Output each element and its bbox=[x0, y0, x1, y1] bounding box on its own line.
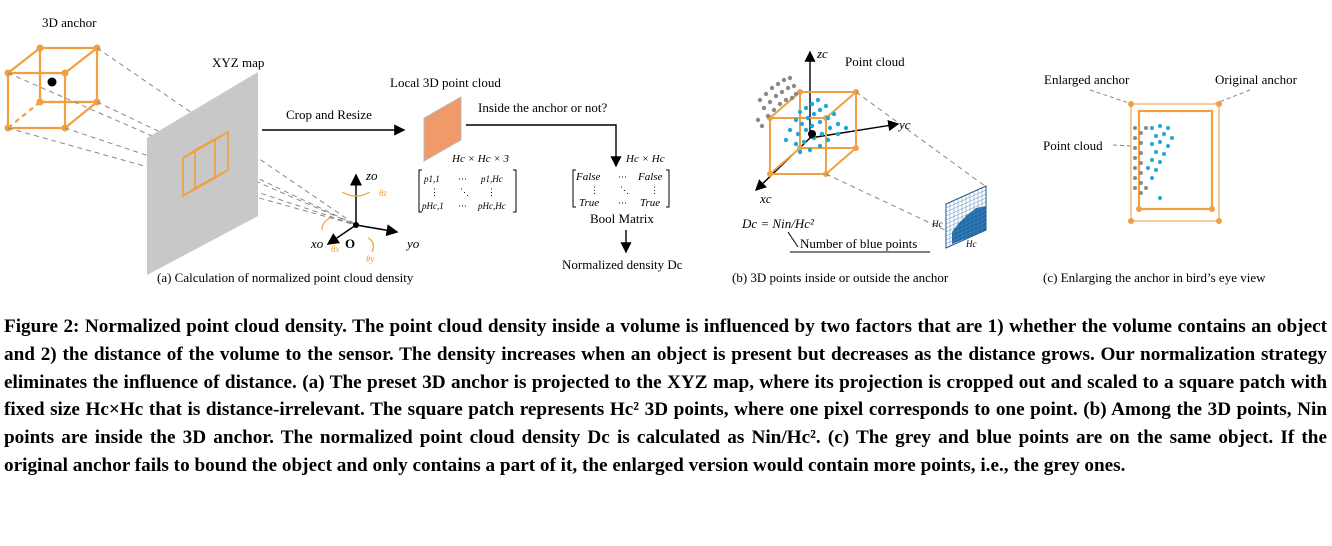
theta-z: θz bbox=[379, 188, 387, 198]
figure-caption: Figure 2: Normalized point cloud density… bbox=[4, 313, 1327, 480]
label-3d-anchor: 3D anchor bbox=[42, 15, 97, 30]
matrix-vdots-2: ⋮ bbox=[487, 187, 496, 197]
bool-dots-2: ··· bbox=[618, 198, 627, 208]
label-hc-2: Hc bbox=[965, 239, 977, 249]
local-patch bbox=[423, 96, 462, 162]
grey-points-b bbox=[755, 75, 799, 129]
bool-vdots-2: ⋮ bbox=[650, 185, 659, 195]
axis-xc: xc bbox=[759, 191, 772, 206]
axis-yc: yc bbox=[897, 117, 911, 132]
point-matrix: p1,1 ··· p1,Hc ⋮ ⋱ ⋮ pHc,1 ··· pHc,Hc bbox=[418, 169, 517, 213]
label-inside: Inside the anchor or not? bbox=[478, 100, 607, 115]
label-hc-1: Hc bbox=[931, 219, 943, 229]
inside-arrow bbox=[466, 124, 622, 168]
anchor-center bbox=[47, 77, 57, 87]
bool-matrix: False ··· False ⋮ ⋱ ⋮ True ··· True bbox=[572, 169, 670, 209]
matrix-ph1: pHc,1 bbox=[421, 201, 444, 211]
caption-c: (c) Enlarging the anchor in bird’s eye v… bbox=[1043, 270, 1266, 285]
matrix-dots-2: ··· bbox=[458, 201, 467, 211]
label-point-cloud-c: Point cloud bbox=[1043, 138, 1103, 153]
label-point-cloud-b: Point cloud bbox=[845, 54, 905, 69]
axis-zo: zo bbox=[365, 168, 378, 183]
caption-a: (a) Calculation of normalized point clou… bbox=[157, 270, 414, 285]
panel-c: Enlarged anchor Original anchor Point cl… bbox=[1043, 72, 1298, 285]
theta-x: θx bbox=[331, 244, 339, 254]
matrix-p1h: p1,Hc bbox=[480, 174, 503, 184]
figure-diagram: 3D anchor XYZ map Crop and Resize Local … bbox=[4, 15, 1298, 285]
blue-points-c bbox=[1146, 124, 1174, 200]
label-dims2: Hc × Hc bbox=[625, 153, 665, 165]
caption-text: Figure 2: Normalized point cloud density… bbox=[4, 316, 1327, 476]
label-dims: Hc × Hc × 3 bbox=[451, 153, 509, 165]
matrix-p11: p1,1 bbox=[423, 174, 440, 184]
formula-dc: Dc = Nin/Hc² bbox=[741, 216, 815, 231]
enlarged-anchor-rect bbox=[1130, 103, 1220, 222]
label-blue-points: Number of blue points bbox=[800, 236, 917, 251]
grey-points-c bbox=[1133, 126, 1148, 195]
blue-points-b bbox=[783, 97, 849, 155]
label-enlarged-anchor: Enlarged anchor bbox=[1044, 72, 1130, 87]
panel-a: 3D anchor XYZ map Crop and Resize Local … bbox=[4, 15, 683, 285]
anchor-cube-b bbox=[769, 91, 857, 175]
label-crop: Crop and Resize bbox=[286, 107, 372, 122]
matrix-phh: pHc,Hc bbox=[477, 201, 506, 211]
matrix-vdots-1: ⋮ bbox=[430, 187, 439, 197]
bool-false-2: False bbox=[637, 171, 663, 183]
label-xyz-map: XYZ map bbox=[212, 55, 264, 70]
label-original-anchor: Original anchor bbox=[1215, 72, 1298, 87]
matrix-ddots: ⋱ bbox=[460, 187, 469, 197]
axis-zc: zc bbox=[816, 46, 828, 61]
bool-vdots-1: ⋮ bbox=[590, 185, 599, 195]
xyz-map-plane bbox=[147, 72, 258, 275]
anchor-projection bbox=[182, 130, 229, 198]
axis-xo: xo bbox=[310, 236, 324, 251]
bool-true-2: True bbox=[640, 197, 660, 209]
axis-label-o: O bbox=[345, 236, 355, 251]
label-norm: Normalized density Dc bbox=[562, 257, 683, 272]
theta-y: θy bbox=[366, 254, 374, 264]
bool-true-1: True bbox=[579, 197, 599, 209]
axes-o bbox=[326, 173, 399, 245]
axis-yo: yo bbox=[405, 236, 420, 251]
rotation-arcs bbox=[321, 191, 374, 253]
caption-b: (b) 3D points inside or outside the anch… bbox=[732, 270, 949, 285]
density-grid bbox=[945, 185, 987, 249]
origin-o bbox=[353, 222, 359, 228]
matrix-dots-1: ··· bbox=[458, 174, 467, 184]
anchor-cube bbox=[6, 46, 99, 130]
bool-false-1: False bbox=[575, 171, 601, 183]
original-anchor-rect bbox=[1137, 109, 1214, 211]
bool-dots-1: ··· bbox=[618, 172, 627, 182]
panel-b: zc yc xc Point cloud bbox=[732, 46, 987, 285]
bool-ddots: ⋱ bbox=[620, 185, 629, 195]
label-bool: Bool Matrix bbox=[590, 211, 654, 226]
label-local-cloud: Local 3D point cloud bbox=[390, 75, 501, 90]
